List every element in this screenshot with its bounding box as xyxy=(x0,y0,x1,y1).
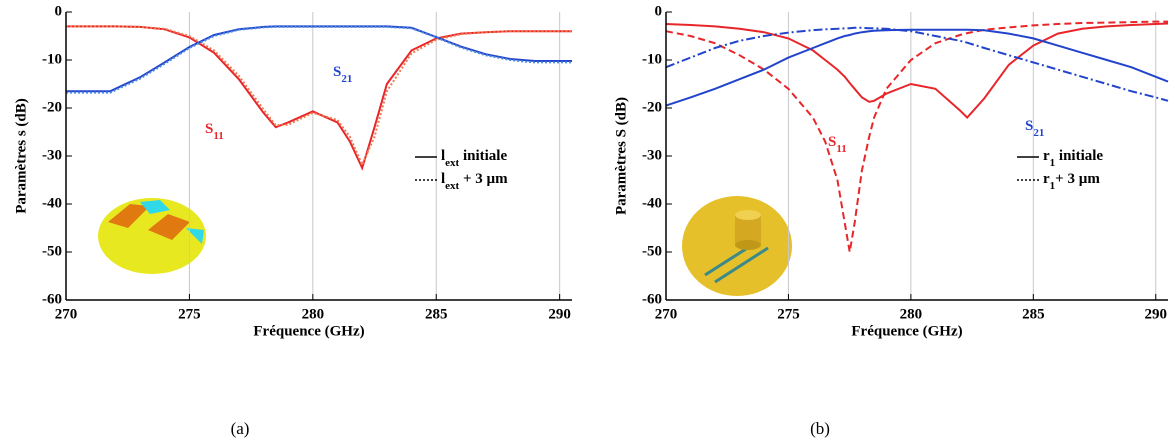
x-tick-label: 290 xyxy=(548,306,571,322)
y-tick-label: 0 xyxy=(55,3,63,19)
annotation: S11 xyxy=(205,121,224,141)
annotation-base: S xyxy=(333,64,341,80)
y-tick-label: -40 xyxy=(42,195,62,211)
annotation-base: S xyxy=(828,134,836,150)
y-tick-label: -20 xyxy=(42,99,62,115)
x-tick-label: 285 xyxy=(425,306,448,322)
legend-label-rest: + 3 µm xyxy=(459,171,508,187)
series-line xyxy=(66,25,572,93)
legend-label-sub: ext xyxy=(445,180,459,192)
annotation-sub: 11 xyxy=(836,143,846,155)
y-tick-label: -30 xyxy=(42,147,62,163)
annotation: S21 xyxy=(1025,118,1044,138)
x-tick-label: 290 xyxy=(1145,306,1168,322)
y-tick-label: 0 xyxy=(655,3,663,19)
annotation-sub: 21 xyxy=(1033,127,1044,139)
legend-label: lext initiale xyxy=(441,148,507,168)
legend-label: r1+ 3 µm xyxy=(1043,171,1100,191)
annotation: S21 xyxy=(333,64,352,84)
y-tick-label: -30 xyxy=(642,147,662,163)
legend-label-rest: + 3 µm xyxy=(1055,171,1100,187)
legend-label-sub: 1 xyxy=(1050,180,1056,192)
legend-label-base: l xyxy=(441,148,445,164)
inset-b xyxy=(682,196,792,296)
legend-label-sub: ext xyxy=(445,157,459,169)
x-tick-label: 275 xyxy=(178,306,201,322)
annotation-base: S xyxy=(205,121,213,137)
x-tick-label: 270 xyxy=(55,306,78,322)
caption: (b) xyxy=(810,419,830,438)
series-line xyxy=(665,20,1168,253)
caption: (a) xyxy=(231,419,250,438)
annotation-sub: 11 xyxy=(213,130,223,142)
legend-label-base: r xyxy=(1043,148,1050,164)
legend-label-base: r xyxy=(1043,171,1050,187)
y-tick-label: -10 xyxy=(642,51,662,67)
legend-label-base: l xyxy=(441,171,445,187)
x-tick-label: 285 xyxy=(1022,306,1045,322)
legend-label-sub: 1 xyxy=(1050,157,1056,169)
y-tick-label: -60 xyxy=(42,291,62,307)
legend-label: lext + 3 µm xyxy=(441,171,508,191)
legend-label: r1 initiale xyxy=(1043,148,1103,168)
x-tick-label: 280 xyxy=(900,306,923,322)
series-line xyxy=(66,25,572,94)
x-axis-title: Fréquence (GHz) xyxy=(851,323,962,339)
series-line xyxy=(66,25,572,168)
y-tick-label: -40 xyxy=(642,195,662,211)
y-tick-label: -60 xyxy=(642,291,662,307)
series-line xyxy=(665,28,1169,107)
y-axis-title: Paramètres S (dB) xyxy=(613,97,629,215)
x-tick-label: 280 xyxy=(302,306,325,322)
y-tick-label: -50 xyxy=(42,243,62,259)
y-tick-label: -50 xyxy=(642,243,662,259)
x-axis-title: Fréquence (GHz) xyxy=(253,323,364,339)
y-axis-title: Paramètres s (dB) xyxy=(13,98,29,214)
legend-label-rest: initiale xyxy=(459,148,507,164)
series-line xyxy=(665,26,1169,102)
y-tick-label: -20 xyxy=(642,99,662,115)
inset-a xyxy=(98,198,206,274)
x-tick-label: 270 xyxy=(655,306,678,322)
annotation: S11 xyxy=(828,134,847,154)
series-line xyxy=(66,25,572,171)
x-tick-label: 275 xyxy=(777,306,800,322)
annotation-sub: 21 xyxy=(341,73,352,85)
series-line xyxy=(665,22,1169,120)
y-tick-label: -10 xyxy=(42,51,62,67)
annotation-base: S xyxy=(1025,118,1033,134)
legend-label-rest: initiale xyxy=(1055,148,1103,164)
